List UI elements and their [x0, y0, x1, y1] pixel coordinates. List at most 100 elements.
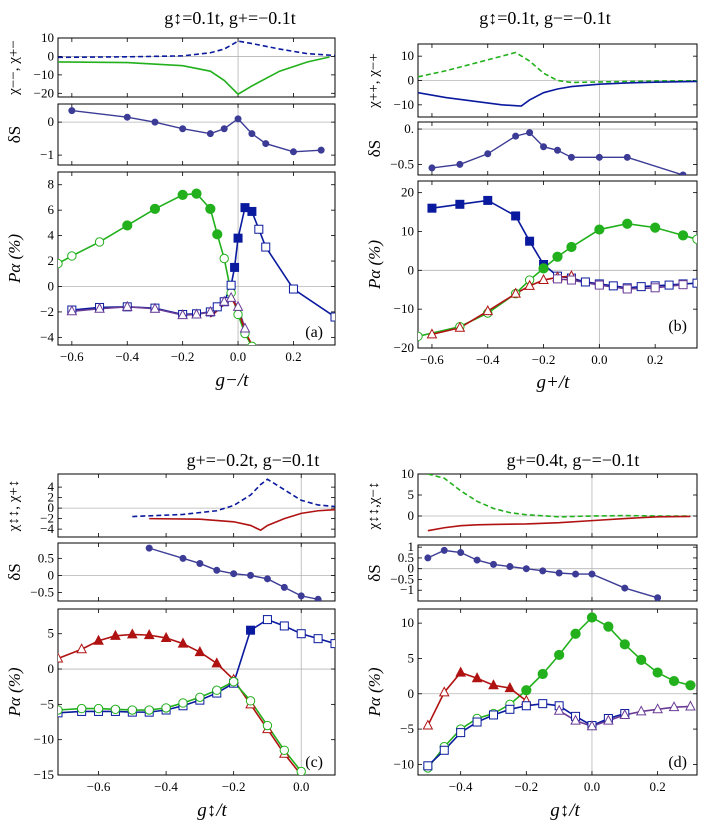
- panel-a-ds-point: [206, 130, 214, 138]
- panel-b-p-marker-red: [524, 279, 535, 290]
- panel-b-ds-ytick-label: 0.: [404, 121, 414, 136]
- panel-d-chi-ylabel: χ↕↕,χ−↕: [366, 481, 382, 530]
- panel-a-ds-point: [68, 107, 76, 115]
- panel-b-p-ytick-label: 10: [401, 223, 414, 238]
- panel-d-p-ytick-label: 10: [401, 615, 414, 630]
- panel-a-p-marker-blue: [261, 242, 271, 252]
- panel-d-p-ytick-label: −5: [400, 721, 414, 736]
- panel-a-ds-point: [220, 125, 228, 133]
- panel-b-ds-point: [567, 153, 575, 161]
- panel-b-chi-line-green: [418, 51, 697, 84]
- panel-b-ds-point: [456, 160, 464, 168]
- panel-b-chi-lines: [418, 51, 697, 107]
- panel-c-chi-ytick-label: 2: [48, 490, 55, 505]
- panel-a-p-ytick-label: −4: [40, 329, 54, 344]
- panel-a-ds-point: [151, 118, 159, 126]
- panel-b-p-marker-red: [510, 287, 521, 298]
- panel-b-p-marker-purple: [553, 274, 562, 284]
- panel-b-p-marker-green: [418, 331, 423, 342]
- panel-c-xtick-label: −0.2: [222, 779, 246, 794]
- panel-b-p-ylabel: Pα (%): [365, 240, 384, 290]
- panel-b-p-marker-green: [677, 230, 689, 241]
- panel-c-p-marker-blue: [262, 615, 272, 625]
- panel-a-p-marker-blue: [330, 312, 335, 322]
- panel-b-p-marker-blue: [580, 277, 590, 287]
- panel-d-p-marker-blue: [423, 761, 433, 771]
- panel-c-p-ytick-label: −10: [34, 732, 54, 747]
- panel-d-p-marker-red: [488, 679, 499, 690]
- panel-d-p-marker-green: [636, 654, 647, 665]
- panel-a-p-marker-purple: [66, 305, 78, 316]
- panel-d-ds-point: [473, 556, 481, 564]
- panel-d-p-marker-blue: [505, 704, 515, 714]
- panel-b-p-marker-blue: [455, 199, 465, 209]
- panel-b-chi-ytick-label: 0: [408, 73, 415, 88]
- panel-b-p-marker-red: [538, 273, 549, 285]
- panel-d-ds-ylabel: δS: [365, 564, 384, 581]
- panel-d-ds-point: [539, 567, 547, 575]
- panel-b-p-marker-blue: [608, 281, 618, 291]
- panel-b-p-ytick-label: 0: [408, 262, 415, 277]
- panel-b-ds-ytick-label: −0.5: [390, 156, 414, 171]
- panel-d-ds-ytick-label: −1: [400, 582, 414, 597]
- panel-a-p-marker-blue: [230, 262, 240, 272]
- panel-c-ds-point: [314, 595, 322, 601]
- panel-d-chi-lines: [427, 474, 691, 532]
- panel-d-p-marker-red: [455, 666, 467, 677]
- panel-a-xtick-label: −0.2: [171, 349, 195, 364]
- panel-b-xlabel: g+/t: [537, 372, 571, 393]
- panel-a-p-ytick-label: 6: [48, 202, 55, 217]
- panel-c-p-ylabel: Pα (%): [5, 667, 24, 717]
- panel-d-ds-ytick-label: −0.5: [390, 571, 414, 586]
- panel-b-p-marker-purple: [622, 284, 632, 294]
- panel-d-p-marker-purple: [603, 714, 614, 725]
- panel-a-p-marker-purple: [205, 305, 216, 316]
- panel-d-p-marker-purple: [586, 720, 598, 731]
- panel-a-chi-line-green: [58, 56, 330, 96]
- panel-a-xtick-label: 0.0: [230, 349, 246, 364]
- panel-b-p-line-purple: [557, 278, 684, 290]
- panel-a-p-marker-purple: [239, 322, 251, 333]
- panel-d-ds-point: [424, 554, 432, 562]
- panel-b-chi-ytick-label: 10: [401, 48, 414, 63]
- panel-a-p-marker-green: [94, 237, 105, 247]
- panel-c-p-marker-green: [279, 745, 290, 755]
- panel-b-xtick-label: 0.2: [647, 352, 663, 367]
- panel-a-ds-ytick-label: 0: [48, 114, 55, 129]
- panel-a-ds-point: [179, 125, 187, 133]
- panel-c-p-marker-green: [228, 677, 239, 687]
- panel-c-p-frame: [57, 608, 336, 776]
- panel-d-ds-point: [489, 560, 497, 568]
- panel-c-p-marker-green: [144, 705, 154, 715]
- panel-d-p-marker-blue: [456, 728, 466, 738]
- panel-c-ds-point: [297, 592, 305, 600]
- panel-a-p-ytick-label: 0: [48, 278, 55, 293]
- panel-d-p-marker-purple: [685, 700, 696, 711]
- panel-b-ds-series: [428, 129, 687, 175]
- panel-d-p-ytick-label: −10: [394, 756, 414, 771]
- panel-c-chi-ytick-label: 4: [48, 479, 55, 494]
- panel-c-chi-line-blue: [132, 478, 335, 518]
- panel-d-ds-point: [440, 546, 448, 554]
- panel-d-ds-point: [588, 570, 596, 578]
- panel-b-p-ytick-label: −20: [394, 340, 414, 355]
- panel-b-ds-point: [554, 146, 561, 154]
- panel-a-chi-line-blue: [58, 40, 335, 59]
- panel-b-ds-point: [679, 171, 687, 175]
- panel-a-ds-line: [71, 109, 322, 153]
- panel-a-p-marker-green: [67, 251, 77, 261]
- panel-c-p-marker-red: [76, 643, 87, 654]
- panel-b-label: (b): [668, 318, 687, 335]
- panel-b-p-marker-green: [552, 251, 563, 262]
- panel-a-p-marker-green: [177, 189, 188, 200]
- panel-a-p-marker-purple: [121, 300, 133, 311]
- panel-c-p-marker-green: [76, 703, 87, 714]
- panel-b-ds-ylabel: δS: [365, 140, 384, 157]
- panel-a-p-marker-purple: [94, 302, 105, 313]
- panel-d-xtick-label: −0.2: [515, 779, 539, 794]
- panel-d-p-marker-blue: [439, 745, 449, 755]
- panel-c-p-ytick-label: −15: [34, 767, 54, 782]
- panel-d-ds-point: [572, 570, 580, 578]
- panel-a-p-ylabel: Pα (%): [5, 234, 24, 284]
